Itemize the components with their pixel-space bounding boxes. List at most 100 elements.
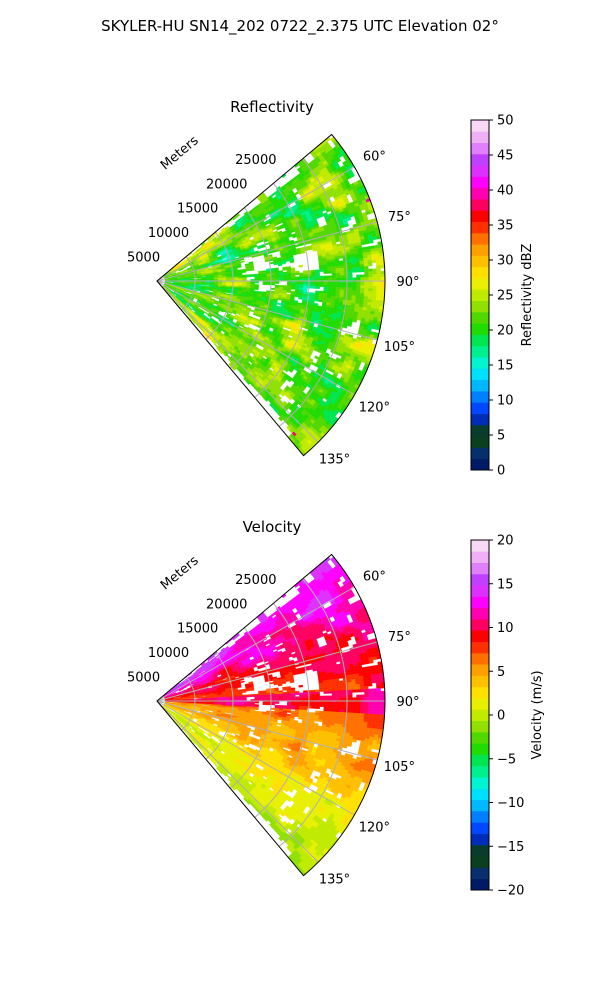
echo-gate [327,268,332,272]
echo-gate [360,290,365,294]
echo-gate [348,274,353,278]
echo-gate [347,264,353,268]
echo-gate [270,278,276,281]
echo-gate [368,277,373,281]
echo-gate [287,278,292,281]
echo-gate [368,271,373,275]
echo-gate [360,277,365,281]
echo-gate [283,276,288,279]
echo-gate [368,268,373,272]
echo-gate [278,275,284,278]
echo-gate [274,275,280,278]
echo-gate [356,277,361,281]
reflectivity-title: Reflectivity [230,98,314,116]
echo-gate [291,278,296,281]
echo-gate [335,268,341,271]
echo-gate [270,287,276,290]
echo-gate [372,288,377,292]
echo-gate [360,287,365,292]
echo-gate [351,266,357,271]
echo-gate [205,284,210,286]
echo-gate [364,288,369,292]
echo-gate [249,309,255,313]
echo-gate [315,286,320,289]
echo-gate [348,282,353,286]
echo-gate [376,271,381,275]
echo-gate [359,266,365,270]
echo-gate [323,286,329,290]
echo-gate [367,296,373,300]
echo-gate [364,282,369,286]
echo-gate [270,283,276,286]
echo-gate [294,294,299,298]
echo-gate [335,287,341,290]
echo-gate [355,263,361,268]
echo-gate [307,286,312,289]
echo-gate [380,285,386,290]
echo-gate [278,278,284,281]
echo-gate [331,284,337,288]
echo-gate [250,279,255,281]
echo-gate [355,261,361,265]
echo-gate [368,291,373,295]
echo-gate [235,213,241,218]
echo-gate [380,270,386,275]
echo-gate [274,278,280,281]
echo-gate [315,278,321,281]
echo-gate [344,282,349,286]
echo-gate [294,244,300,248]
echo-gate [352,285,357,289]
echo-gate [299,276,304,279]
echo-gate [375,297,381,301]
echo-gate [356,274,361,278]
echo-gate [364,240,370,245]
echo-gate [307,272,312,275]
echo-gate [188,252,193,256]
echo-gate [347,292,353,296]
echo-gate [335,275,341,279]
echo-gate [254,279,259,281]
echo-gate [295,282,300,285]
echo-gate [331,273,337,276]
echo-gate [343,289,349,293]
echo-gate [376,294,381,298]
echo-gate [311,282,316,285]
echo-gate [372,271,377,275]
echo-gate [303,274,308,277]
echo-gate [335,270,341,274]
echo-gate [311,278,316,281]
echo-gate [372,282,378,286]
echo-gate [348,285,353,288]
echo-gate [278,276,284,280]
echo-gate [339,265,344,269]
echo-gate [339,272,345,276]
echo-gate [375,259,381,263]
echo-gate [368,285,373,289]
echo-gate [335,289,341,293]
echo-gate [360,282,365,286]
echo-gate [282,275,288,278]
echo-gate [303,278,308,281]
echo-gate [380,264,385,269]
echo-gate [319,275,325,279]
echo-gate [368,274,373,278]
echo-gate [352,287,357,291]
echo-gate [363,260,369,264]
echo-gate [367,262,373,267]
echo-gate [352,318,358,323]
echo-gate [323,288,328,292]
echo-gate [335,277,341,281]
echo-gate [363,293,369,297]
echo-gate [266,283,272,286]
echo-gate [380,273,386,278]
echo-gate [339,284,345,288]
echo-gate [331,282,337,286]
echo-gate [287,274,292,278]
echo-gate [262,277,268,280]
echo-gate [356,287,361,291]
echo-gate [343,272,349,276]
echo-gate [375,299,381,304]
echo-gate [360,285,365,289]
echo-gate [371,256,377,261]
echo-gate [372,277,378,281]
